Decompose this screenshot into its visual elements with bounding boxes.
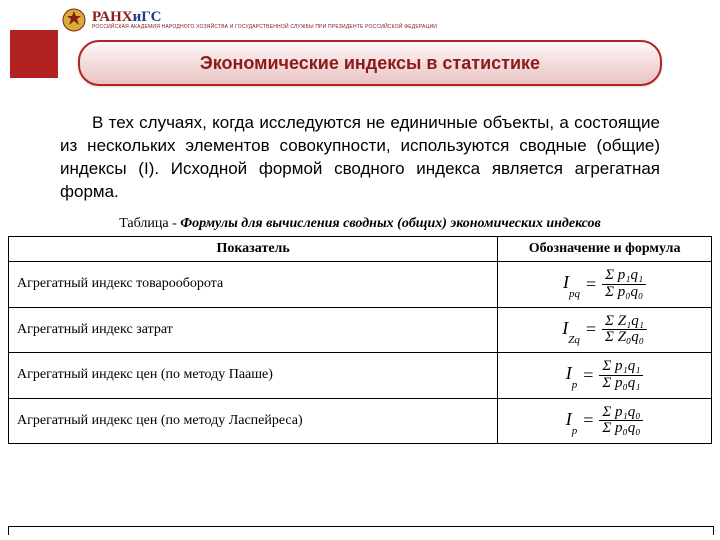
brand-blue: иГС (133, 10, 162, 25)
brand-subtitle: РОССИЙСКАЯ АКАДЕМИЯ НАРОДНОГО ХОЗЯЙСТВА … (92, 25, 437, 30)
body-paragraph: В тех случаях, когда исследуются не един… (60, 112, 660, 204)
brand-name: РАНХ иГС (92, 10, 437, 25)
frac-num: Σ p₁q₀ (599, 405, 643, 421)
lhs: I (566, 409, 572, 429)
table-row: Агрегатный индекс товарооборота Ipq = Σ … (9, 262, 712, 308)
table-header-row: Показатель Обозначение и формула (9, 237, 712, 262)
table-row: Агрегатный индекс затрат IZq = Σ Z₁q₁ Σ … (9, 307, 712, 353)
page-title: Экономические индексы в статистике (200, 53, 540, 74)
table-cut-edge (8, 526, 714, 535)
accent-block (10, 30, 58, 78)
th-indicator: Показатель (9, 237, 498, 262)
frac-num: Σ Z₁q₁ (602, 314, 647, 330)
row-formula: Ip = Σ p₁q₀ Σ p₀q₀ (498, 398, 712, 444)
lhs-sub: p (572, 425, 578, 437)
caption-title: Формулы для вычисления сводных (общих) э… (180, 216, 601, 231)
row-name: Агрегатный индекс цен (по методу Пааше) (9, 353, 498, 399)
lhs-sub: Zq (568, 334, 580, 346)
row-formula: IZq = Σ Z₁q₁ Σ Z₀q₀ (498, 307, 712, 353)
row-formula: Ipq = Σ p₁q₁ Σ p₀q₀ (498, 262, 712, 308)
table-row: Агрегатный индекс цен (по методу Пааше) … (9, 353, 712, 399)
title-pill: Экономические индексы в статистике (78, 40, 662, 86)
caption-label: Таблица - (119, 216, 177, 231)
row-name: Агрегатный индекс товарооборота (9, 262, 498, 308)
emblem-icon (62, 8, 86, 32)
frac-den: Σ Z₀q₀ (602, 330, 647, 346)
row-formula: Ip = Σ p₁q₁ Σ p₀q₁ (498, 353, 712, 399)
table-caption: Таблица - Формулы для вычисления сводных… (8, 216, 712, 232)
body-paragraph-text: В тех случаях, когда исследуются не един… (60, 113, 660, 201)
lhs: I (566, 363, 572, 383)
th-formula: Обозначение и формула (498, 237, 712, 262)
lhs-sub: p (572, 379, 578, 391)
frac-num: Σ p₁q₁ (602, 268, 646, 284)
frac-den: Σ p₀q₀ (599, 421, 643, 437)
row-name: Агрегатный индекс цен (по методу Ласпейр… (9, 398, 498, 444)
formulas-table: Показатель Обозначение и формула Агрегат… (8, 236, 712, 444)
brand-logo: РАНХ иГС РОССИЙСКАЯ АКАДЕМИЯ НАРОДНОГО Х… (62, 8, 437, 32)
frac-den: Σ p₀q₀ (602, 285, 646, 301)
lhs-sub: pq (569, 288, 580, 300)
brand-red: РАНХ (92, 10, 133, 25)
frac-num: Σ p₁q₁ (599, 359, 643, 375)
table-row: Агрегатный индекс цен (по методу Ласпейр… (9, 398, 712, 444)
frac-den: Σ p₀q₁ (599, 376, 643, 392)
brand-text-block: РАНХ иГС РОССИЙСКАЯ АКАДЕМИЯ НАРОДНОГО Х… (92, 10, 437, 30)
row-name: Агрегатный индекс затрат (9, 307, 498, 353)
